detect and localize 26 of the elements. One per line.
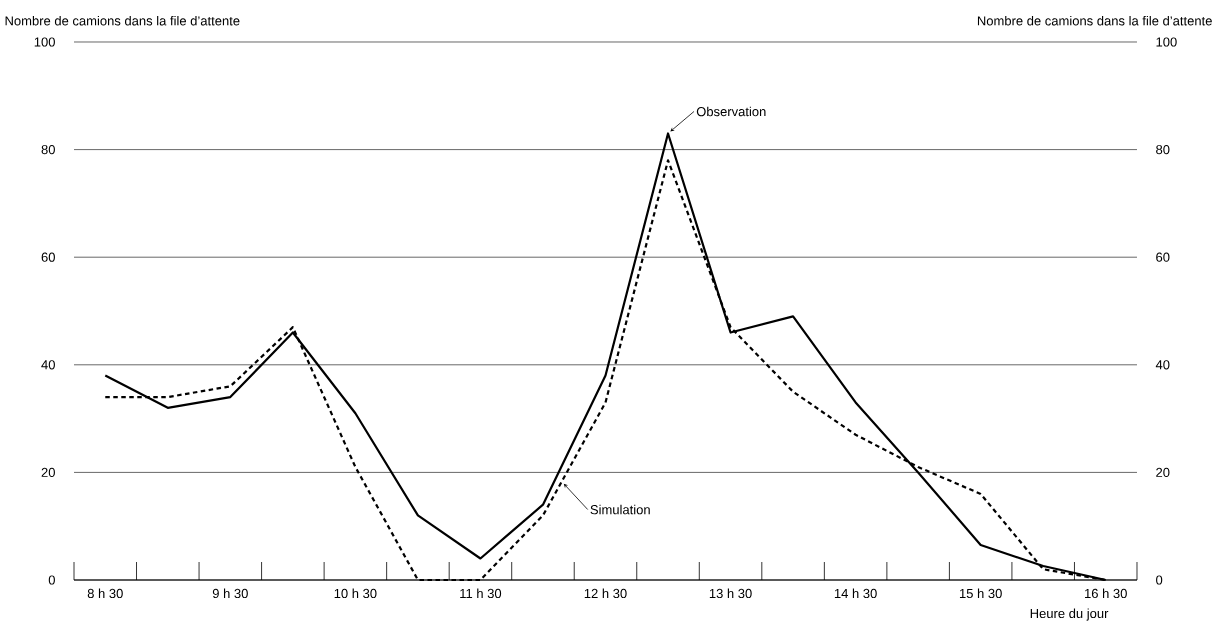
y-tick-label: 60	[41, 252, 55, 262]
x-tick-label: 14 h 30	[834, 588, 877, 599]
x-tick-label: 10 h 30	[334, 588, 377, 599]
y-tick-label: 100	[34, 37, 55, 47]
y-tick-label: 20	[41, 467, 55, 477]
y-tick-label: 0	[48, 575, 55, 585]
x-tick-label: 13 h 30	[709, 588, 752, 599]
text: Simulation	[590, 504, 650, 515]
x-tick-label: 11 h 30	[460, 588, 502, 599]
x-tick-label: 12 h 30	[584, 588, 627, 599]
y-axis-title: Nombre de camions dans la file d’attente	[5, 15, 240, 26]
y2-tick-label: 40	[1155, 360, 1170, 370]
y-tick-label: 40	[41, 360, 55, 370]
y2-tick-label: 60	[1156, 252, 1170, 262]
x-tick-label: 8 h 30	[87, 588, 123, 599]
x-tick-label: 15 h 30	[959, 588, 1002, 599]
y-tick-label: 80	[41, 144, 55, 155]
text: Observation	[696, 106, 766, 117]
y2-tick-label: 20	[1156, 467, 1170, 477]
y2-tick-label: 0	[1156, 575, 1163, 585]
x-tick-label: 9 h 30	[212, 588, 248, 599]
x-axis-title: Heure du jour	[1030, 608, 1109, 621]
y2-tick-label: 100	[1156, 37, 1177, 47]
y2-tick-label: 80	[1156, 144, 1170, 155]
y2-axis-title: Nombre de camions dans la file d’attente	[977, 15, 1212, 26]
x-tick-label: 16 h 30	[1085, 588, 1127, 599]
